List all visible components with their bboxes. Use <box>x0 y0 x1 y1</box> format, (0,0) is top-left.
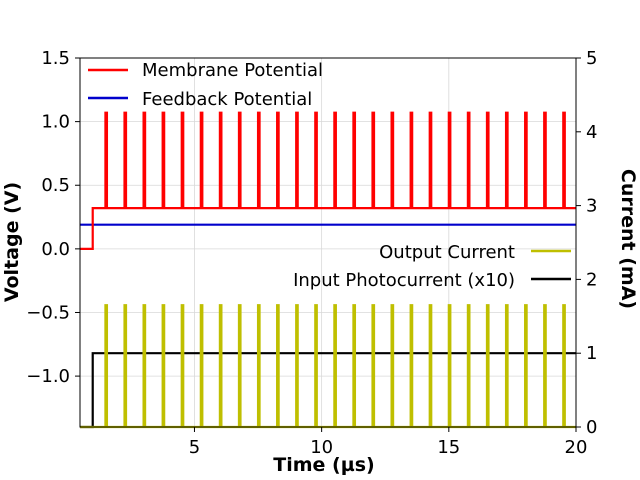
y-left-tick-label: −0.5 <box>26 302 70 323</box>
y-right-tick-label: 3 <box>586 196 597 217</box>
y-axis-right-label: Current (mA) <box>617 169 639 309</box>
y-right-tick-label: 2 <box>586 269 597 290</box>
y-axis-left-label: Voltage (V) <box>1 182 23 302</box>
series-input-photocurrent <box>80 352 576 429</box>
legend-center-right: Output Current Input Photocurrent (x10) <box>293 242 571 291</box>
x-axis-label: Time (µs) <box>273 454 374 476</box>
y-left-tick-label: −1.0 <box>26 366 70 387</box>
y-left-tick-label: 0.5 <box>41 175 70 196</box>
x-tick-label: 20 <box>565 437 588 458</box>
legend-top-left: Membrane Potential Feedback Potential <box>88 60 323 110</box>
legend-label-membrane: Membrane Potential <box>142 60 323 81</box>
y-left-tick-label: 1.0 <box>41 112 70 133</box>
y-left-tick-label: 0.0 <box>41 239 70 260</box>
legend-label-output-current: Output Current <box>379 242 515 263</box>
y-left-tick-label: 1.5 <box>41 48 70 69</box>
x-tick-label: 10 <box>310 437 333 458</box>
x-tick-label: 5 <box>189 437 200 458</box>
y-right-tick-label: 5 <box>586 48 597 69</box>
y-right-tick-label: 1 <box>586 343 597 364</box>
plot-frame <box>79 57 577 428</box>
y-right-tick-label: 4 <box>586 122 597 143</box>
series-membrane-potential <box>80 111 576 250</box>
y-right-tick-label: 0 <box>586 417 597 438</box>
legend-label-feedback: Feedback Potential <box>142 89 312 110</box>
legend-label-input-photocurrent: Input Photocurrent (x10) <box>293 270 515 291</box>
series-output-current <box>80 304 576 429</box>
x-tick-label: 15 <box>437 437 460 458</box>
